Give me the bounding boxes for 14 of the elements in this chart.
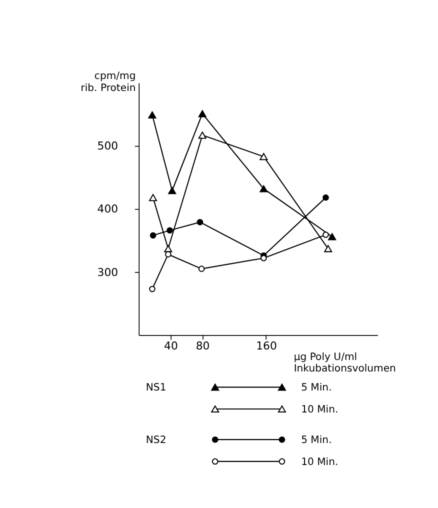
x-tick-label: 80 (196, 340, 210, 353)
y-tick-label: 400 (97, 202, 118, 216)
text: NS2 (146, 434, 166, 446)
x-tick-label: 40 (164, 340, 178, 353)
y-tick-label: 500 (97, 140, 118, 153)
y-axis-title: cpm/mg rib. Protein (80, 71, 136, 94)
y-tick-label: 300 (97, 266, 118, 279)
text: NS1 (146, 382, 166, 394)
legend-label: 5 Min. (301, 382, 332, 394)
legend-label: 10 Min. (301, 404, 338, 416)
x-tick-label: 160 (256, 340, 277, 353)
legend-label: 10 Min. (301, 456, 338, 468)
legend-label: 5 Min. (301, 434, 332, 446)
x-axis-title: µg Poly U/ml Inkubationsvolumen (294, 352, 396, 375)
